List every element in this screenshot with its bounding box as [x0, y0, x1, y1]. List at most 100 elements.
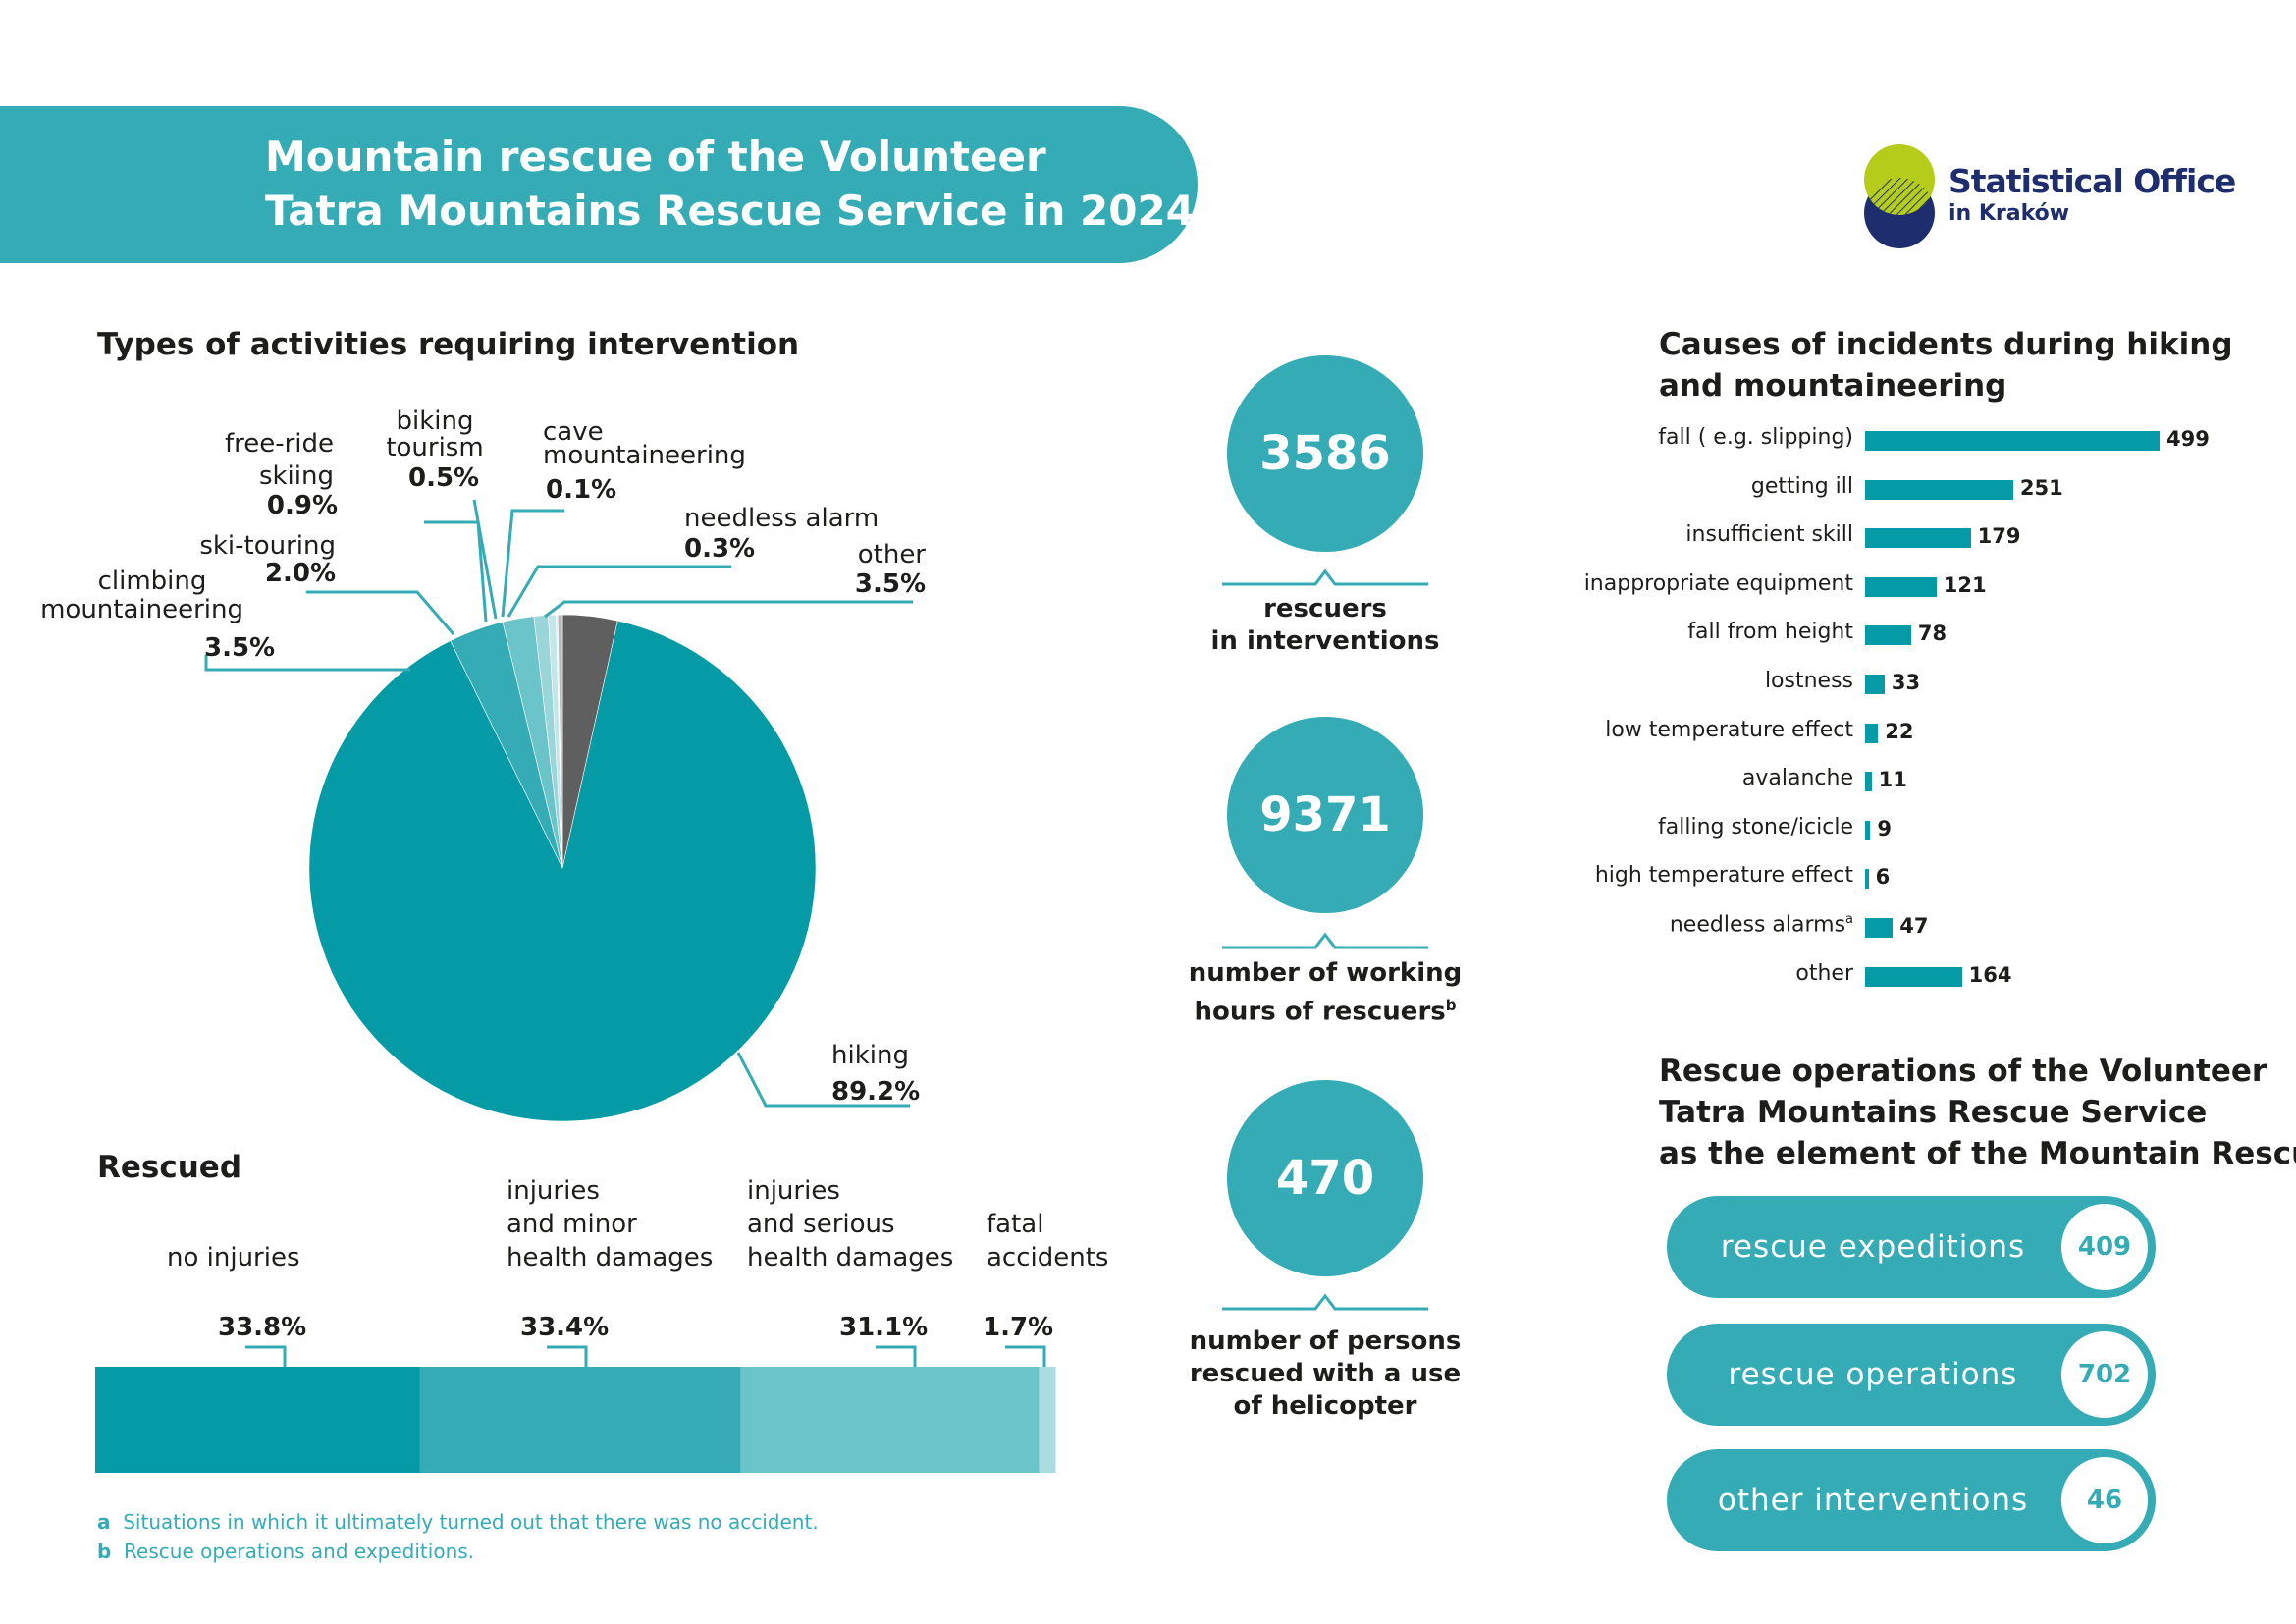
- pill-other-interventions: other interventions 46: [1667, 1449, 2156, 1551]
- rescued-label-fatal-accidents-2: accidents: [987, 1243, 1109, 1272]
- operations-title-3: as the element of the Mountain Rescue: [1659, 1136, 2296, 1171]
- leader-cave: [501, 509, 564, 618]
- stat-hours-sup: b: [1445, 997, 1457, 1014]
- leader-needless: [507, 565, 731, 618]
- label-biking-2: tourism: [386, 433, 484, 462]
- rescued-title: Rescued: [97, 1150, 242, 1185]
- footnote-a: a Situations in which it ultimately turn…: [97, 1510, 819, 1534]
- rescued-label-fatal-accidents-1: fatal: [987, 1210, 1044, 1239]
- label-cave-2: mountaineering: [543, 441, 746, 470]
- rescued-label-injuries-and-serious-health-damages-2: and serious: [747, 1210, 895, 1239]
- pct-free-ride: 0.9%: [266, 491, 338, 520]
- leader-biking: [472, 499, 498, 620]
- page-title: Mountain rescue of the Volunteer Tatra M…: [265, 130, 1195, 238]
- pct-hiking: 89.2%: [831, 1077, 921, 1107]
- stat-helicopter-label-1: number of persons: [1189, 1326, 1462, 1356]
- stat-hours-value: 9371: [1227, 717, 1423, 913]
- rescued-pct-injuries-and-serious-health-damages: 31.1%: [839, 1313, 929, 1342]
- stat-hours-bracket: [1222, 932, 1428, 949]
- activities-title: Types of activities requiring interventi…: [97, 327, 800, 362]
- rescued-pct-fatal-accidents: 1.7%: [983, 1313, 1054, 1342]
- operations-title: Rescue operations of the Volunteer Tatra…: [1659, 1051, 2296, 1174]
- pie-slice-needless-alarm: [557, 614, 563, 869]
- stat-helicopter-label: number of persons rescued with a use of …: [1178, 1326, 1472, 1423]
- stat-helicopter: 470: [1227, 1080, 1423, 1276]
- leader-climbing: [204, 655, 410, 672]
- rescued-bar-injuries-and-minor-health-damages: [419, 1367, 741, 1473]
- pct-biking: 0.5%: [408, 463, 480, 493]
- pill-other-interventions-value: 46: [2061, 1457, 2148, 1543]
- pct-climbing: 3.5%: [204, 633, 276, 663]
- pct-cave: 0.1%: [546, 475, 617, 505]
- pct-other: 3.5%: [854, 569, 926, 599]
- stat-rescuers-label-2: in interventions: [1210, 626, 1440, 656]
- operations-title-1: Rescue operations of the Volunteer: [1659, 1054, 2268, 1089]
- rescued-leader-no-injuries: [245, 1345, 287, 1367]
- rescued-label-injuries-and-serious-health-damages-3: health damages: [747, 1243, 954, 1272]
- pct-needless-alarm: 0.3%: [684, 534, 756, 564]
- rescued-leader-injuries-and-minor-health-damages: [547, 1345, 588, 1367]
- statistical-office-logo-icon: [1864, 144, 1935, 248]
- rescued-label-injuries-and-minor-health-damages-3: health damages: [507, 1243, 714, 1272]
- pill-rescue-operations-value: 702: [2061, 1331, 2148, 1418]
- logo-text: Statistical Office: [1949, 162, 2236, 200]
- label-other: other: [857, 540, 926, 569]
- stat-hours-label-1: number of working: [1188, 958, 1463, 988]
- rescued-label-no-injuries-1: no injuries: [167, 1243, 300, 1272]
- label-climbing-1: climbing: [97, 567, 207, 596]
- pill-other-interventions-label: other interventions: [1717, 1483, 2029, 1518]
- pill-rescue-operations: rescue operations 702: [1667, 1324, 2156, 1426]
- footnote-b-mark: b: [97, 1540, 112, 1563]
- causes-title-1: Causes of incidents during hiking: [1659, 327, 2233, 362]
- stat-rescuers-label: rescuers in interventions: [1178, 593, 1472, 658]
- stat-hours-label-2: hours of rescuersb: [1194, 997, 1457, 1027]
- stat-rescuers-label-1: rescuers: [1263, 594, 1387, 623]
- label-needless-alarm: needless alarm: [684, 504, 880, 533]
- rescued-label-injuries-and-minor-health-damages-2: and minor: [507, 1210, 637, 1239]
- rescued-bar-injuries-and-serious-health-damages: [740, 1367, 1040, 1473]
- footnote-a-text: Situations in which it ultimately turned…: [123, 1510, 819, 1534]
- stat-helicopter-bracket: [1222, 1293, 1428, 1311]
- stat-helicopter-label-2: rescued with a use: [1189, 1359, 1462, 1388]
- pill-rescue-expeditions-value: 409: [2061, 1204, 2148, 1290]
- label-free-ride-1: free-ride: [224, 429, 334, 459]
- label-hiking: hiking: [831, 1041, 909, 1070]
- pill-rescue-operations-label: rescue operations: [1728, 1357, 2018, 1392]
- causes-title-2: and mountaineering: [1659, 368, 2007, 404]
- label-cave-1: cave: [543, 417, 604, 447]
- causes-title: Causes of incidents during hiking and mo…: [1659, 324, 2233, 406]
- pie-leader-lines: [204, 499, 913, 1108]
- rescued-pct-no-injuries: 33.8%: [218, 1313, 307, 1342]
- label-climbing-2: mountaineering: [40, 595, 243, 624]
- rescued-leader-fatal-accidents: [1005, 1345, 1046, 1367]
- stat-helicopter-value: 470: [1227, 1080, 1423, 1276]
- leader-ski-touring: [306, 590, 455, 635]
- label-free-ride-2: skiing: [258, 461, 334, 491]
- rescued-leader-injuries-and-serious-health-damages: [876, 1345, 917, 1367]
- pill-rescue-expeditions-label: rescue expeditions: [1720, 1229, 2026, 1265]
- rescued-pct-injuries-and-minor-health-damages: 33.4%: [520, 1313, 610, 1342]
- title-line-1: Mountain rescue of the Volunteer: [265, 133, 1046, 181]
- rescued-label-injuries-and-minor-health-damages-1: injuries: [507, 1176, 600, 1206]
- footnote-b-text: Rescue operations and expeditions.: [124, 1540, 475, 1563]
- pill-rescue-expeditions: rescue expeditions 409: [1667, 1196, 2156, 1298]
- rescued-bar-fatal-accidents: [1039, 1367, 1056, 1473]
- stat-helicopter-label-3: of helicopter: [1233, 1391, 1417, 1421]
- stat-hours-label: number of working hours of rescuersb: [1178, 957, 1472, 1029]
- leader-other: [544, 600, 913, 619]
- stat-rescuers-value: 3586: [1227, 355, 1423, 552]
- rescued-label-injuries-and-serious-health-damages-1: injuries: [747, 1176, 840, 1206]
- leader-hiking: [736, 1052, 910, 1108]
- rescued-bar-no-injuries: [95, 1367, 421, 1473]
- stat-hours: 9371: [1227, 717, 1423, 913]
- stat-rescuers: 3586: [1227, 355, 1423, 552]
- label-ski-touring: ski-touring: [199, 531, 336, 561]
- label-biking-1: biking: [396, 406, 474, 436]
- footnote-a-mark: a: [97, 1510, 111, 1534]
- title-line-2: Tatra Mountains Rescue Service in 2024: [265, 187, 1195, 235]
- footnote-b: b Rescue operations and expeditions.: [97, 1540, 474, 1563]
- title-banner: [0, 106, 1198, 263]
- pie-slice-hiking: [308, 620, 817, 1122]
